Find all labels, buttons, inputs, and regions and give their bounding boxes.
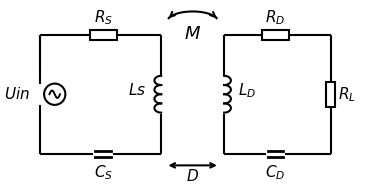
Text: $R_S$: $R_S$ xyxy=(94,8,112,27)
Text: $R_D$: $R_D$ xyxy=(265,8,286,27)
Text: $Uin$: $Uin$ xyxy=(4,86,30,102)
Text: $C_D$: $C_D$ xyxy=(265,163,286,182)
Bar xyxy=(326,82,336,107)
Text: $L_D$: $L_D$ xyxy=(238,81,256,100)
Text: $R_L$: $R_L$ xyxy=(338,85,356,104)
Text: $D$: $D$ xyxy=(186,168,199,184)
Bar xyxy=(90,30,117,40)
Bar xyxy=(262,30,289,40)
Text: $Ls$: $Ls$ xyxy=(128,82,146,98)
Text: $C_S$: $C_S$ xyxy=(94,163,112,182)
Text: $M$: $M$ xyxy=(184,25,201,43)
